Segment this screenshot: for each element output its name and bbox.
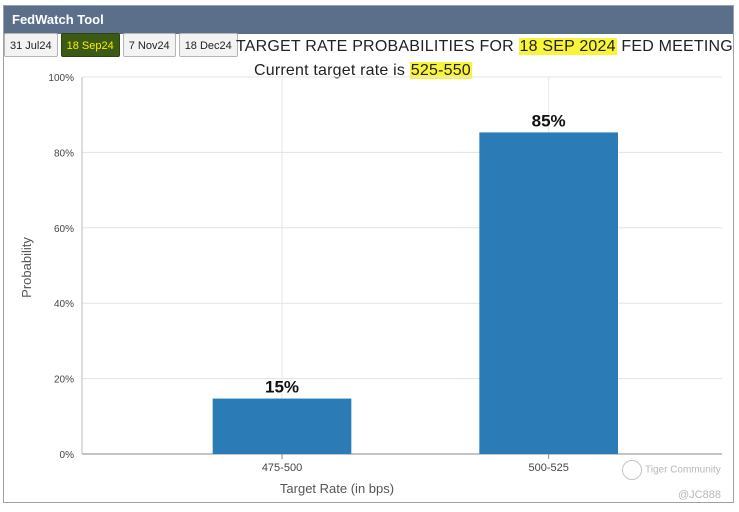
chart-title: TARGET RATE PROBABILITIES FOR 18 SEP 202… <box>236 38 733 56</box>
app-titlebar: FedWatch Tool <box>4 6 733 34</box>
bar-475-500 <box>212 398 352 454</box>
data-label-500-525: 85% <box>532 111 566 130</box>
chart-subtitle-prefix: Current target rate is <box>254 62 410 79</box>
meeting-date-highlight: 18 SEP 2024 <box>518 38 617 55</box>
tab-18-sep24[interactable]: 18 Sep24 <box>60 33 120 57</box>
chart-title-prefix: TARGET RATE PROBABILITIES FOR <box>236 38 519 55</box>
watermark-handle: @JC888 <box>678 489 721 501</box>
watermark-brand: Tiger Community <box>622 460 721 480</box>
x-axis-title: Target Rate (in bps) <box>280 481 394 496</box>
x-tick-label-500-525: 500-525 <box>528 462 568 474</box>
chart-labels: 0% 20% 40% 60% 80% 100% 15% 475-500 85% 500-525 Ta… <box>19 73 569 496</box>
chart-title-suffix: FED MEETING <box>616 38 733 55</box>
y-tick-label-2: 40% <box>54 299 74 310</box>
tiger-logo-icon <box>622 460 642 480</box>
bar-500-525 <box>479 132 618 454</box>
chart-bars <box>212 132 618 454</box>
x-tick-label-475-500: 475-500 <box>262 462 302 474</box>
meeting-tabs: 31 Jul24 18 Sep24 7 Nov24 18 Dec24 <box>4 33 238 57</box>
y-tick-label-0: 0% <box>60 450 75 461</box>
chart-grid <box>81 76 722 459</box>
y-tick-label-1: 20% <box>54 375 74 386</box>
current-rate-highlight: 525-550 <box>409 62 472 79</box>
data-label-475-500: 15% <box>265 378 299 397</box>
tab-18-dec24[interactable]: 18 Dec24 <box>178 33 238 57</box>
y-tick-label-5: 100% <box>48 73 74 84</box>
y-tick-label-4: 80% <box>54 148 74 159</box>
chart-subtitle: Current target rate is 525-550 <box>254 62 472 80</box>
app-title: FedWatch Tool <box>12 12 104 27</box>
y-tick-label-3: 60% <box>54 224 74 235</box>
tab-7-nov24[interactable]: 7 Nov24 <box>122 33 176 57</box>
y-axis-title: Probability <box>19 237 34 298</box>
watermark-brand-text: Tiger Community <box>645 464 721 476</box>
tab-31-jul24[interactable]: 31 Jul24 <box>4 33 58 57</box>
